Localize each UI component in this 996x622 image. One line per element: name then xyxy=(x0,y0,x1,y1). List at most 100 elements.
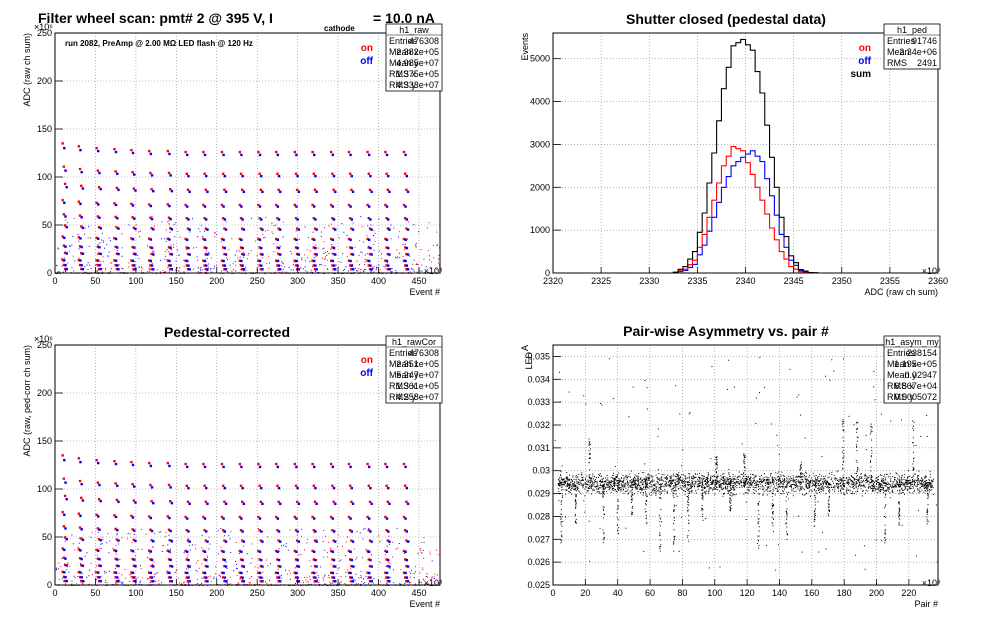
marker-on xyxy=(275,150,278,154)
marker-off xyxy=(152,189,155,193)
asym-point xyxy=(621,488,623,490)
marker-off xyxy=(188,253,191,256)
marker-off xyxy=(117,252,120,256)
asym-point xyxy=(914,481,916,483)
asym-point xyxy=(696,483,698,485)
asym-point xyxy=(923,481,925,483)
scatter-point xyxy=(266,559,268,561)
scatter-point xyxy=(161,550,163,552)
asym-point xyxy=(677,480,679,482)
asym-point xyxy=(827,482,829,484)
marker-off xyxy=(277,530,281,533)
asym-point xyxy=(699,479,701,481)
scatter-point xyxy=(188,581,190,583)
marker-off xyxy=(313,550,316,553)
asym-point xyxy=(679,477,681,479)
marker-on xyxy=(62,213,66,216)
marker-on xyxy=(150,267,153,271)
data-marks xyxy=(553,38,938,274)
asym-point xyxy=(735,493,737,495)
asym-point xyxy=(608,486,610,488)
asym-point xyxy=(859,484,861,486)
scatter-point xyxy=(386,583,388,585)
marker-on xyxy=(185,576,189,579)
asym-point xyxy=(926,488,928,490)
marker-off xyxy=(261,268,264,271)
asym-point xyxy=(667,484,669,486)
asym-point xyxy=(707,482,709,484)
asym-point xyxy=(878,484,880,486)
asym-point xyxy=(655,493,657,495)
asym-point xyxy=(722,479,724,481)
asym-point xyxy=(805,484,807,486)
asym-point xyxy=(809,481,811,483)
x-tick-label: 2325 xyxy=(591,276,611,286)
asym-point xyxy=(704,483,706,485)
asym-point xyxy=(749,487,751,489)
scatter-point xyxy=(340,559,342,561)
marker-off xyxy=(64,215,67,218)
asym-point xyxy=(805,475,807,477)
marker-off xyxy=(149,464,153,468)
asym-point xyxy=(655,494,657,496)
scatter-point xyxy=(268,255,270,257)
asym-point xyxy=(887,476,889,478)
asym-point xyxy=(569,474,571,476)
asym-point xyxy=(621,486,623,488)
asym-point xyxy=(813,483,815,485)
scatter-point xyxy=(328,541,330,543)
asym-point xyxy=(813,488,815,490)
marker-off xyxy=(258,571,262,575)
asym-point xyxy=(812,480,814,482)
marker-on xyxy=(80,252,83,255)
marker-on xyxy=(114,527,117,531)
scatter-point xyxy=(258,567,260,569)
asym-point xyxy=(802,481,804,483)
asym-point xyxy=(733,478,735,480)
legend-off: off xyxy=(360,368,373,379)
asym-point xyxy=(858,479,860,481)
asym-point xyxy=(586,489,588,491)
asym-point xyxy=(557,483,559,485)
scatter-point xyxy=(269,563,271,565)
marker-off xyxy=(63,513,66,516)
scatter-point xyxy=(342,270,344,272)
scatter-point xyxy=(254,583,256,585)
marker-on xyxy=(132,564,136,567)
marker-on xyxy=(63,494,67,498)
asym-point xyxy=(769,479,771,481)
marker-off xyxy=(240,153,243,157)
asym-point xyxy=(772,481,774,483)
marker-off xyxy=(152,540,155,543)
scatter-point xyxy=(197,259,199,261)
scatter-point xyxy=(338,260,340,262)
asym-point xyxy=(661,479,663,481)
scatter-point xyxy=(247,254,249,256)
asym-point xyxy=(563,482,565,484)
marker-on xyxy=(332,500,335,504)
scatter-point xyxy=(172,566,174,568)
asym-point xyxy=(651,490,653,492)
marker-on xyxy=(167,246,171,249)
marker-off xyxy=(350,530,354,533)
asym-point xyxy=(612,486,614,488)
asym-point xyxy=(627,482,629,484)
marker-on xyxy=(148,237,151,240)
asym-point xyxy=(873,480,875,482)
scatter-point xyxy=(270,583,272,585)
asym-point xyxy=(627,492,629,494)
marker-on xyxy=(366,237,369,241)
marker-on xyxy=(220,237,224,241)
asym-point xyxy=(766,494,768,496)
marker-off xyxy=(385,465,389,469)
asym-point xyxy=(889,472,891,474)
marker-off xyxy=(203,465,207,469)
scatter-point xyxy=(68,250,70,252)
asym-point xyxy=(598,487,600,489)
asym-point xyxy=(690,485,692,487)
marker-on xyxy=(386,188,390,192)
asym-point xyxy=(734,486,736,488)
marker-off xyxy=(150,529,154,533)
marker-off xyxy=(313,517,316,520)
asym-point xyxy=(707,477,709,479)
